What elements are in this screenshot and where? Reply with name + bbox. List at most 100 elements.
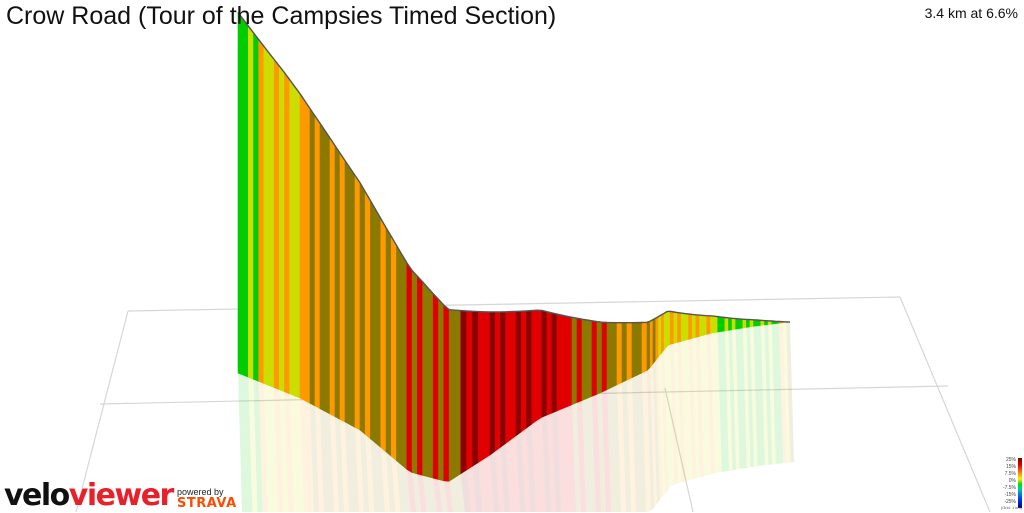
reflection-slice — [310, 403, 319, 512]
reflection-slice — [775, 323, 784, 464]
legend-label: 25% — [1005, 457, 1016, 463]
reflection-slice — [412, 472, 422, 512]
reflection-slice — [427, 476, 438, 512]
profile-slice — [531, 309, 538, 425]
logo-text-velo: velo — [4, 478, 70, 513]
profile-slice — [652, 317, 657, 365]
legend-label: 0% — [1008, 478, 1016, 484]
reflection-slice — [699, 335, 708, 477]
reflection-slice — [597, 392, 606, 512]
reflection-slice — [673, 342, 682, 484]
veloviewer-logo[interactable]: veloviewer — [4, 478, 174, 513]
profile-slice — [242, 18, 249, 378]
reflection-slice — [670, 343, 678, 485]
reflection-slice — [370, 438, 380, 512]
profile-slice — [339, 152, 346, 423]
page-title: Crow Road (Tour of the Campsies Timed Se… — [6, 2, 557, 30]
profile-slice — [666, 311, 671, 347]
reflection-slice — [325, 411, 334, 512]
reflection-slice — [567, 404, 576, 512]
legend-grid-note: (Grid: 1 km) — [1000, 505, 1022, 510]
reflection-slice — [582, 398, 591, 512]
reflection-slice — [753, 325, 762, 467]
profile-slice — [354, 174, 361, 431]
profile-slice — [299, 92, 306, 402]
profile-slice — [329, 137, 336, 418]
profile-slice — [677, 312, 682, 343]
profile-slice — [710, 315, 715, 334]
profile-slice — [606, 322, 613, 391]
reflection-slice — [375, 443, 385, 512]
grid-line — [664, 387, 694, 512]
reflection-slice — [547, 413, 556, 512]
profile-slice — [684, 313, 689, 341]
profile-slice — [673, 311, 678, 344]
profile-slice — [359, 181, 366, 436]
reflection-slice — [587, 396, 596, 512]
reflection-slice — [466, 466, 477, 512]
reflection-slice — [695, 336, 704, 478]
profile-slice — [472, 310, 479, 467]
reflection-slice — [760, 324, 769, 466]
profile-slice — [649, 319, 654, 369]
profile-slice — [713, 315, 719, 334]
profile-slice — [596, 321, 603, 395]
legend-color-bar — [1018, 458, 1022, 508]
profile-slice — [746, 319, 751, 328]
profile-slice — [581, 318, 588, 401]
profile-slice — [536, 309, 543, 421]
reflection-slice — [253, 379, 263, 512]
reflection-slice — [243, 375, 253, 512]
reflection-slice — [647, 367, 655, 511]
profile-slice — [728, 317, 733, 331]
profile-slice — [489, 311, 496, 456]
reflection-slice — [706, 333, 715, 475]
reflection-slice — [622, 380, 631, 512]
profile-slice — [753, 319, 758, 327]
profile-slice — [749, 319, 754, 328]
profile-slice — [294, 85, 301, 399]
profile-slice — [510, 311, 517, 441]
profile-slice — [520, 310, 527, 433]
reflection-slice — [300, 398, 309, 512]
strava-logo[interactable]: STRAVA — [177, 496, 237, 511]
profile-slice — [443, 304, 450, 482]
profile-slice — [396, 244, 402, 466]
reflection-slice — [365, 434, 375, 512]
reflection-slice — [724, 330, 733, 471]
profile-wall — [237, 11, 791, 482]
reflection-slice — [650, 363, 657, 508]
grid-line — [899, 296, 991, 512]
reflection-slice — [710, 332, 719, 474]
reflection-slice — [500, 443, 510, 512]
profile-slice — [284, 71, 290, 395]
profile-slice — [546, 311, 553, 416]
profile-slice — [721, 316, 726, 332]
reflection-slice — [279, 389, 289, 512]
reflection-slice — [688, 338, 697, 480]
legend-label: -7.5% — [1002, 485, 1016, 491]
reflection-slice — [617, 382, 626, 512]
reflection-slice — [637, 372, 646, 512]
reflection-slice — [612, 384, 621, 512]
profile-slice — [691, 314, 697, 339]
reflection-slice — [732, 329, 740, 470]
profile-slice — [601, 321, 608, 393]
profile-slice — [611, 322, 618, 388]
profile-slice — [268, 52, 275, 389]
reflection-slice — [495, 447, 505, 512]
profile-slice — [680, 312, 686, 342]
reflection-slice — [681, 340, 689, 482]
profile-slice — [626, 322, 633, 381]
profile-slice — [438, 298, 445, 482]
profile-slice — [551, 312, 558, 414]
reflection-slice — [263, 383, 273, 512]
reflection-slice — [401, 465, 411, 512]
profile-slice — [417, 275, 423, 476]
profile-slice — [375, 208, 382, 449]
profile-slice — [526, 310, 532, 429]
profile-slice — [406, 261, 413, 474]
profile-slice — [263, 45, 270, 386]
segment-summary: 3.4 km at 6.6% — [924, 5, 1018, 21]
